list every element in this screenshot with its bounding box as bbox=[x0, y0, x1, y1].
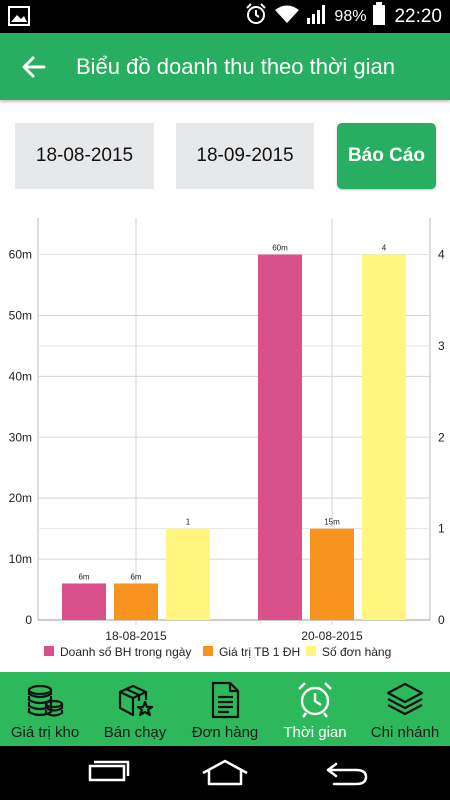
bar bbox=[362, 254, 406, 620]
date-to-field[interactable]: 18-09-2015 bbox=[176, 123, 314, 189]
left-tick-label: 10m bbox=[9, 552, 32, 566]
legend-label: Số đơn hàng bbox=[322, 645, 391, 659]
nav-item-ban-chay[interactable]: Bán chạy bbox=[90, 672, 180, 746]
right-tick-label: 3 bbox=[438, 339, 445, 353]
nav-item-gia-tri-kho[interactable]: Giá trị kho bbox=[0, 672, 90, 746]
bar bbox=[166, 528, 210, 620]
legend-swatch bbox=[203, 646, 213, 656]
nav-label: Chi nhánh bbox=[370, 724, 440, 741]
page-title: Biểu đồ doanh thu theo thời gian bbox=[76, 54, 396, 79]
wifi-icon bbox=[274, 4, 300, 29]
revenue-chart: 0 10m 20m 30m 40m 50m 60m 0 1 2 3 4 18-08-2015 6m 6m 1 2… bbox=[9, 218, 445, 659]
alarm-icon bbox=[244, 2, 268, 31]
back-icon[interactable] bbox=[322, 758, 372, 788]
left-tick-label: 50m bbox=[9, 308, 32, 322]
recent-apps-icon[interactable] bbox=[82, 758, 132, 788]
report-button[interactable]: Báo Cáo bbox=[337, 123, 436, 189]
legend-label: Giá trị TB 1 ĐH bbox=[219, 645, 300, 659]
legend-swatch bbox=[44, 646, 54, 656]
battery-icon bbox=[372, 2, 386, 31]
right-tick-label: 2 bbox=[438, 430, 445, 444]
right-tick-label: 1 bbox=[438, 522, 445, 536]
bottom-nav: Giá trị kho Bán chạy Đơn hàng Thời gian … bbox=[0, 672, 450, 746]
bar-value-label: 4 bbox=[382, 244, 387, 253]
left-tick-label: 30m bbox=[9, 430, 32, 444]
system-nav-bar bbox=[0, 746, 450, 800]
coins-stack-icon bbox=[27, 684, 64, 717]
bar-value-label: 1 bbox=[186, 518, 191, 527]
box-star-icon bbox=[118, 684, 154, 717]
nav-label: Bán chạy bbox=[103, 724, 167, 741]
arrow-left-icon[interactable] bbox=[18, 51, 50, 83]
nav-label: Thời gian bbox=[283, 724, 347, 741]
left-tick-label: 60m bbox=[9, 248, 32, 262]
alarm-clock-icon bbox=[298, 682, 332, 718]
bar-value-label: 60m bbox=[272, 244, 288, 253]
document-icon bbox=[211, 681, 240, 719]
x-tick-label: 20-08-2015 bbox=[301, 629, 363, 643]
date-from-field[interactable]: 18-08-2015 bbox=[15, 123, 154, 189]
nav-item-chi-nhanh[interactable]: Chi nhánh bbox=[360, 672, 450, 746]
right-tick-label: 0 bbox=[438, 613, 445, 627]
layers-icon bbox=[386, 682, 424, 716]
image-icon bbox=[8, 6, 30, 31]
nav-item-don-hang[interactable]: Đơn hàng bbox=[180, 672, 270, 746]
nav-label: Giá trị kho bbox=[10, 724, 80, 741]
legend-label: Doanh số BH trong ngày bbox=[60, 645, 191, 659]
left-tick-label: 0 bbox=[25, 613, 32, 627]
battery-percent: 98% bbox=[334, 7, 367, 25]
bar-value-label: 6m bbox=[130, 572, 141, 581]
nav-item-thoi-gian[interactable]: Thời gian bbox=[270, 672, 360, 746]
x-tick-label: 18-08-2015 bbox=[105, 629, 167, 643]
clock-time: 22:20 bbox=[394, 5, 442, 27]
bar-value-label: 15m bbox=[324, 518, 340, 527]
right-tick-label: 4 bbox=[438, 248, 445, 262]
app-bar: Biểu đồ doanh thu theo thời gian bbox=[0, 33, 450, 100]
left-tick-label: 20m bbox=[9, 491, 32, 505]
bar bbox=[114, 583, 158, 620]
nav-label: Đơn hàng bbox=[191, 724, 259, 741]
status-bar: 98% 22:20 bbox=[0, 0, 450, 33]
legend-swatch bbox=[306, 646, 316, 656]
signal-icon bbox=[306, 3, 328, 30]
bar bbox=[258, 254, 302, 620]
left-tick-label: 40m bbox=[9, 369, 32, 383]
bar bbox=[62, 583, 106, 620]
bar bbox=[310, 528, 354, 620]
bar-value-label: 6m bbox=[78, 572, 89, 581]
home-icon[interactable] bbox=[200, 758, 250, 788]
